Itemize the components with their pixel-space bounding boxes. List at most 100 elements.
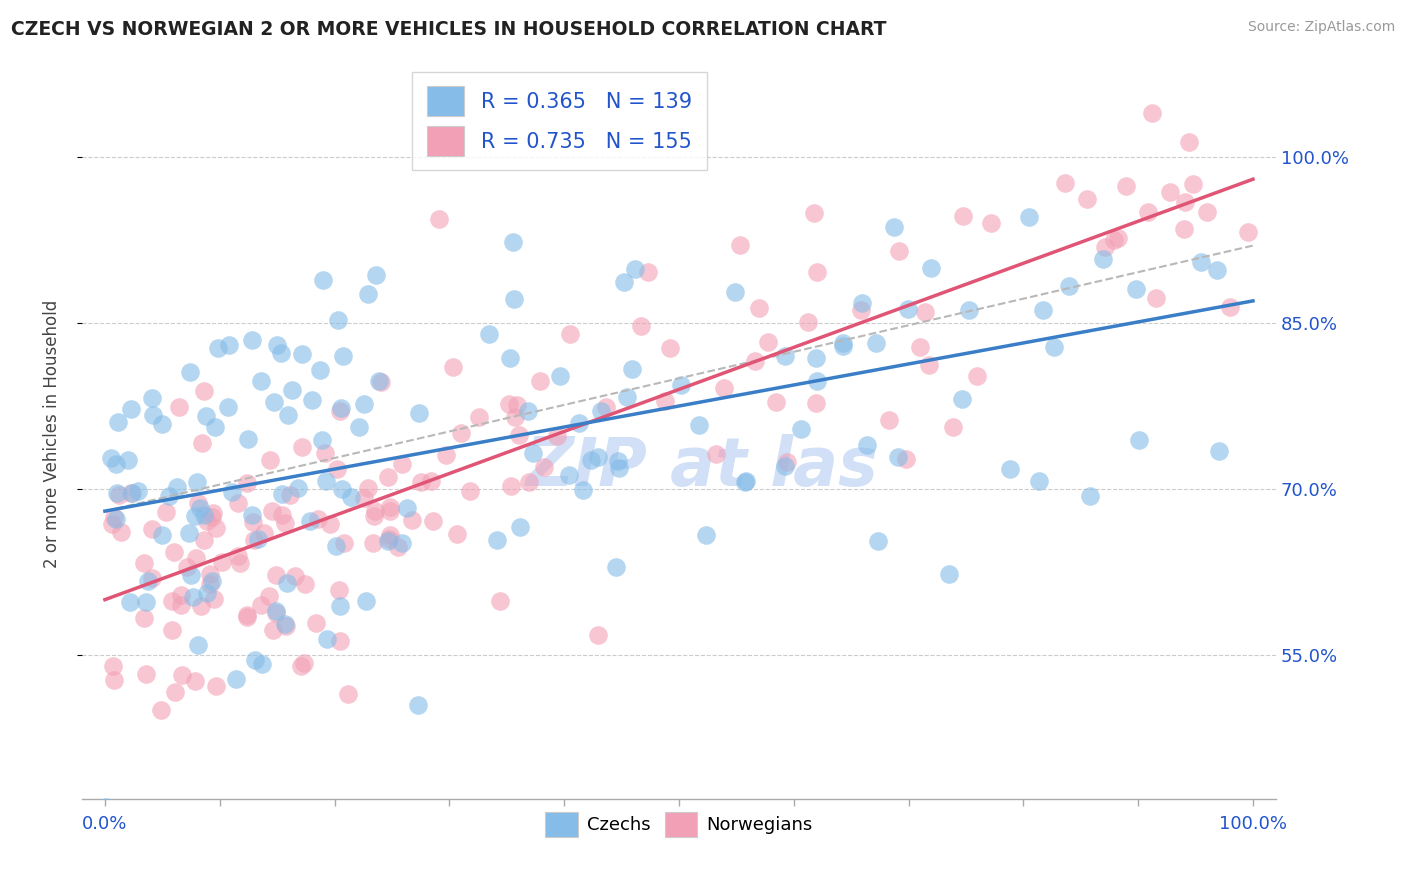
Point — [280, 384, 302, 398]
Point — [468, 409, 491, 424]
Point — [328, 583, 350, 598]
Point — [197, 515, 219, 529]
Point — [713, 381, 735, 395]
Point — [308, 512, 330, 526]
Point — [170, 588, 193, 602]
Point — [387, 540, 409, 554]
Point — [1189, 254, 1212, 268]
Point — [253, 525, 276, 540]
Point — [865, 336, 887, 351]
Point — [775, 349, 797, 363]
Point — [378, 504, 401, 518]
Point — [264, 568, 287, 582]
Point — [259, 452, 281, 467]
Point — [308, 363, 330, 377]
Point — [200, 577, 222, 591]
Point — [364, 268, 387, 282]
Point — [427, 212, 450, 227]
Point — [509, 520, 531, 534]
Point — [441, 359, 464, 374]
Point — [329, 403, 352, 417]
Point — [517, 404, 540, 418]
Point — [938, 566, 960, 581]
Point — [217, 400, 239, 414]
Point — [240, 508, 263, 523]
Point — [613, 275, 636, 289]
Point — [188, 501, 211, 516]
Point — [94, 799, 117, 814]
Point — [434, 448, 457, 462]
Point — [1078, 489, 1101, 503]
Point — [489, 594, 512, 608]
Point — [141, 391, 163, 405]
Point — [120, 401, 142, 416]
Point — [315, 474, 337, 488]
Point — [242, 533, 264, 547]
Point — [1115, 178, 1137, 193]
Point — [259, 589, 281, 603]
Point — [450, 425, 472, 440]
Point — [240, 333, 263, 347]
Point — [918, 358, 941, 372]
Point — [942, 420, 965, 434]
Point — [135, 666, 157, 681]
Point — [201, 510, 224, 524]
Point — [101, 659, 124, 673]
Point — [330, 482, 353, 496]
Point — [150, 703, 173, 717]
Point — [897, 302, 920, 317]
Point — [548, 369, 571, 384]
Point — [333, 536, 356, 550]
Point — [607, 461, 630, 475]
Point — [205, 679, 228, 693]
Point — [616, 390, 638, 404]
Point — [395, 500, 418, 515]
Point — [533, 460, 555, 475]
Point — [370, 375, 392, 389]
Point — [314, 445, 336, 459]
Point — [135, 594, 157, 608]
Point — [107, 415, 129, 429]
Point — [558, 326, 581, 341]
Point — [181, 591, 204, 605]
Point — [329, 634, 352, 648]
Point — [367, 375, 389, 389]
Point — [1128, 434, 1150, 448]
Point — [166, 480, 188, 494]
Point — [193, 533, 215, 548]
Point — [486, 533, 509, 548]
Point — [728, 238, 751, 252]
Point — [276, 619, 298, 633]
Text: ZIP at las: ZIP at las — [526, 434, 879, 500]
Point — [162, 545, 184, 559]
Point — [184, 551, 207, 566]
Point — [221, 485, 243, 500]
Point — [204, 521, 226, 535]
Point — [363, 504, 385, 518]
Point — [193, 508, 215, 523]
Point — [276, 576, 298, 591]
Point — [117, 453, 139, 467]
Point — [868, 534, 890, 549]
Point — [284, 569, 307, 583]
Point — [201, 574, 224, 588]
Point — [517, 475, 540, 490]
Point — [406, 698, 429, 712]
Point — [263, 395, 285, 409]
Point — [1102, 233, 1125, 247]
Point — [658, 341, 681, 355]
Point — [101, 517, 124, 532]
Point — [910, 340, 932, 354]
Point — [529, 374, 551, 388]
Point — [378, 500, 401, 514]
Point — [100, 451, 122, 466]
Point — [458, 483, 481, 498]
Point — [291, 440, 314, 454]
Point — [506, 398, 529, 412]
Point — [849, 302, 872, 317]
Point — [177, 526, 200, 541]
Point — [806, 374, 828, 388]
Text: 0.0%: 0.0% — [82, 815, 128, 833]
Point — [105, 486, 128, 500]
Point — [380, 527, 402, 541]
